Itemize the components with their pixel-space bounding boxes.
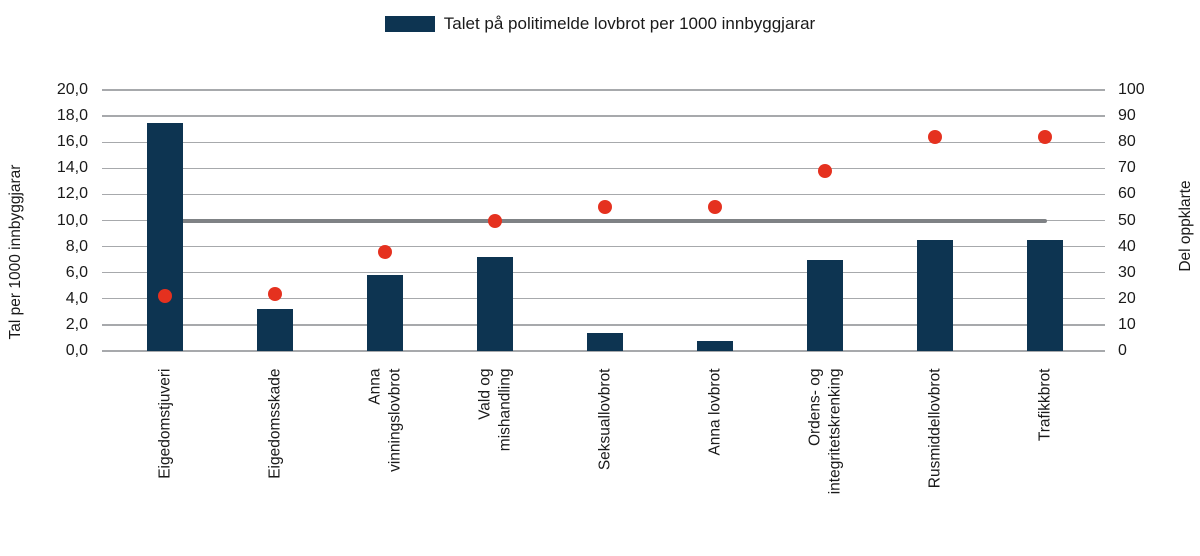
right-axis-tick-label: 70 [1118,159,1136,177]
right-axis-tick-label: 20 [1118,289,1136,307]
category-label-line: Rusmiddellovbrot [926,368,943,488]
category-label: Rusmiddellovbrot [925,368,945,553]
solved-share-dot [158,289,172,304]
gridline [102,193,1105,196]
gridline [102,350,1105,352]
legend: Talet på politimelde lovbrot per 1000 in… [0,14,1200,34]
left-axis-tick-label: 14,0 [56,159,88,177]
right-axis-tick-label: 30 [1118,263,1136,281]
bar [147,122,183,351]
bar [697,340,733,351]
left-axis-tick-label: 6,0 [65,263,88,281]
category-label: Anna vinningslovbrot [365,368,405,553]
gridline [102,141,1105,143]
category-label: Anna lovbrot [705,368,725,553]
left-axis-tick-label: 16,0 [56,133,88,151]
left-axis-tick-label: 10,0 [56,211,88,229]
right-axis-tick-label: 60 [1118,185,1136,203]
solved-share-dot [488,213,502,228]
category-label-line: Eigedomsskade [266,368,283,479]
solved-share-dot [818,163,832,178]
left-axis-tick-label: 4,0 [65,289,88,307]
legend-label: Talet på politimelde lovbrot per 1000 in… [443,14,816,33]
gridline [102,272,1105,274]
category-label-line: Trafikkbrot [1036,368,1053,441]
category-label-line: Ordens- og [806,368,823,446]
left-axis-tick-label: 12,0 [56,185,88,203]
category-label: Eigedomsskade [265,368,285,553]
bar [1027,240,1063,351]
gridline [102,167,1105,169]
category-label: Eigedomstjuveri [155,368,175,553]
right-axis-tick-label: 50 [1118,211,1136,229]
right-axis-tick-label: 40 [1118,237,1136,255]
right-axis-tick-label: 100 [1118,81,1145,98]
gridline [102,324,1105,326]
gridline [102,245,1105,248]
category-label: Ordens- og integritetskrenking [805,368,845,553]
category-label-line: integritetskrenking [826,368,843,494]
left-axis-tick-label: 18,0 [56,107,88,125]
category-label-line: Anna [366,368,383,405]
right-axis-tick-label: 10 [1118,315,1136,333]
solved-share-dot [268,286,282,301]
left-axis-tick-label: 0,0 [65,342,88,359]
bar [367,275,403,351]
bar [917,240,953,351]
category-label-line: Vald og [476,368,493,420]
category-label-line: vinningslovbrot [386,368,403,472]
left-axis-tick-label: 20,0 [56,81,88,98]
right-axis-tick-label: 0 [1118,342,1127,359]
left-axis-tick-label: 8,0 [65,237,88,255]
legend-bar-swatch-icon [384,16,435,32]
gridline [102,89,1105,91]
bar [587,332,623,351]
solved-share-dot [1038,129,1052,144]
right-axis-tick-label: 80 [1118,133,1136,151]
bar [477,257,513,351]
category-label: Seksuallovbrot [595,368,615,553]
solved-share-dot [928,129,942,144]
gridline [102,115,1105,117]
gridline [102,298,1105,300]
category-label: Trafikkbrot [1035,368,1055,553]
category-label-line: Anna lovbrot [706,368,723,456]
left-axis-tick-label: 2,0 [65,315,88,333]
right-axis-tick-label: 90 [1118,107,1136,125]
category-label: Vald og mishandling [475,368,515,553]
category-label-line: mishandling [496,368,513,451]
bar [807,259,843,351]
solved-share-dot [378,244,392,259]
category-label-line: Eigedomstjuveri [156,368,173,479]
solved-share-dot [598,200,612,215]
reference-line [163,218,1047,223]
solved-share-dot [708,200,722,215]
category-label-line: Seksuallovbrot [596,368,613,470]
bar [257,309,293,351]
